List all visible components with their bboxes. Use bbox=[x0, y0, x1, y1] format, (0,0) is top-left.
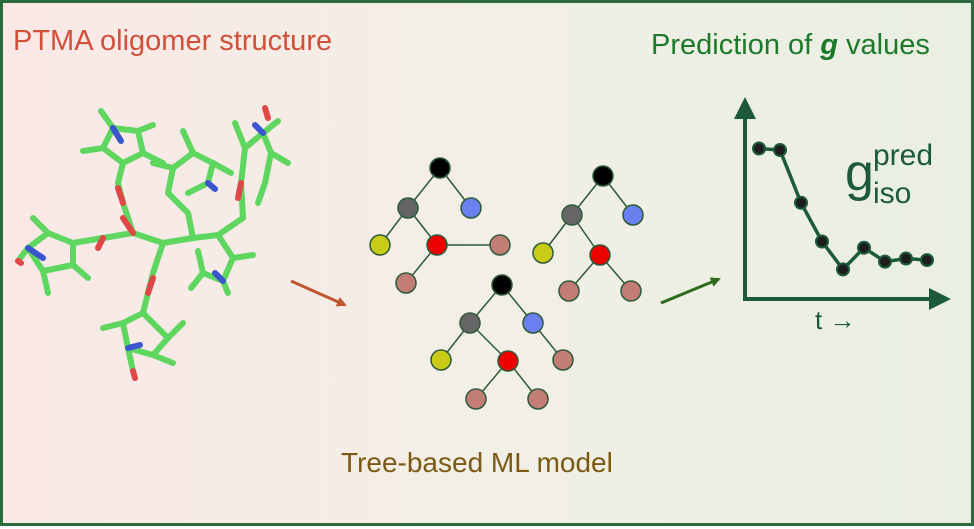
figure-canvas bbox=[15, 97, 951, 410]
tree1-root-node bbox=[429, 157, 451, 179]
data-point bbox=[794, 195, 808, 210]
model-caption: Tree-based ML model bbox=[341, 447, 613, 478]
tree-node bbox=[497, 350, 519, 372]
data-point bbox=[836, 262, 850, 277]
prediction-title-symbol: g bbox=[820, 29, 838, 61]
tree-node bbox=[532, 242, 554, 264]
decision-tree-1 bbox=[369, 157, 511, 294]
prediction-title-suffix: values bbox=[837, 29, 930, 61]
g-subscript: iso bbox=[873, 177, 912, 210]
arrow-structure-to-model bbox=[290, 279, 347, 307]
data-point bbox=[857, 240, 871, 255]
tree-node bbox=[589, 244, 611, 266]
prediction-plot bbox=[734, 97, 951, 310]
x-axis-label: t → bbox=[815, 305, 856, 335]
tree-node bbox=[522, 312, 544, 334]
tree-leaf-node bbox=[527, 388, 549, 410]
g-iso-pred-label: g pred iso bbox=[845, 139, 933, 210]
g-superscript: pred bbox=[873, 139, 934, 172]
tree-leaf-node bbox=[620, 280, 642, 302]
data-point bbox=[899, 251, 913, 266]
tree-node bbox=[397, 197, 419, 219]
g-base: g bbox=[845, 144, 874, 202]
data-point bbox=[752, 141, 766, 156]
data-point bbox=[878, 254, 892, 269]
arrow-model-to-prediction bbox=[660, 277, 721, 305]
tree3-root-node bbox=[491, 274, 513, 296]
structure-title: PTMA oligomer structure bbox=[13, 25, 333, 57]
tree-node bbox=[460, 197, 482, 219]
tree-leaf-node bbox=[395, 272, 417, 294]
data-point bbox=[773, 143, 787, 158]
tree-node bbox=[459, 312, 481, 334]
decision-tree-2 bbox=[532, 165, 644, 302]
tree2-root-node bbox=[592, 165, 614, 187]
tree-node bbox=[430, 349, 452, 371]
prediction-title: Prediction of g values bbox=[651, 29, 930, 62]
prediction-title-prefix: Prediction of bbox=[651, 29, 821, 61]
data-point bbox=[920, 253, 934, 268]
ptma-molecule-structure bbox=[15, 105, 291, 381]
tree-node bbox=[369, 234, 391, 256]
tree-node bbox=[622, 204, 644, 226]
y-axis-arrowhead bbox=[734, 97, 756, 119]
decision-trees bbox=[369, 157, 644, 410]
tree-node bbox=[561, 204, 583, 226]
decision-tree-3 bbox=[430, 274, 574, 410]
data-point bbox=[815, 234, 829, 249]
tree-leaf-node bbox=[558, 280, 580, 302]
series-points bbox=[752, 141, 934, 277]
tree-leaf-node bbox=[489, 234, 511, 256]
x-axis-arrowhead bbox=[929, 288, 951, 310]
tree-leaf-node bbox=[552, 349, 574, 371]
tree-node bbox=[426, 234, 448, 256]
tree-leaf-node bbox=[465, 388, 487, 410]
